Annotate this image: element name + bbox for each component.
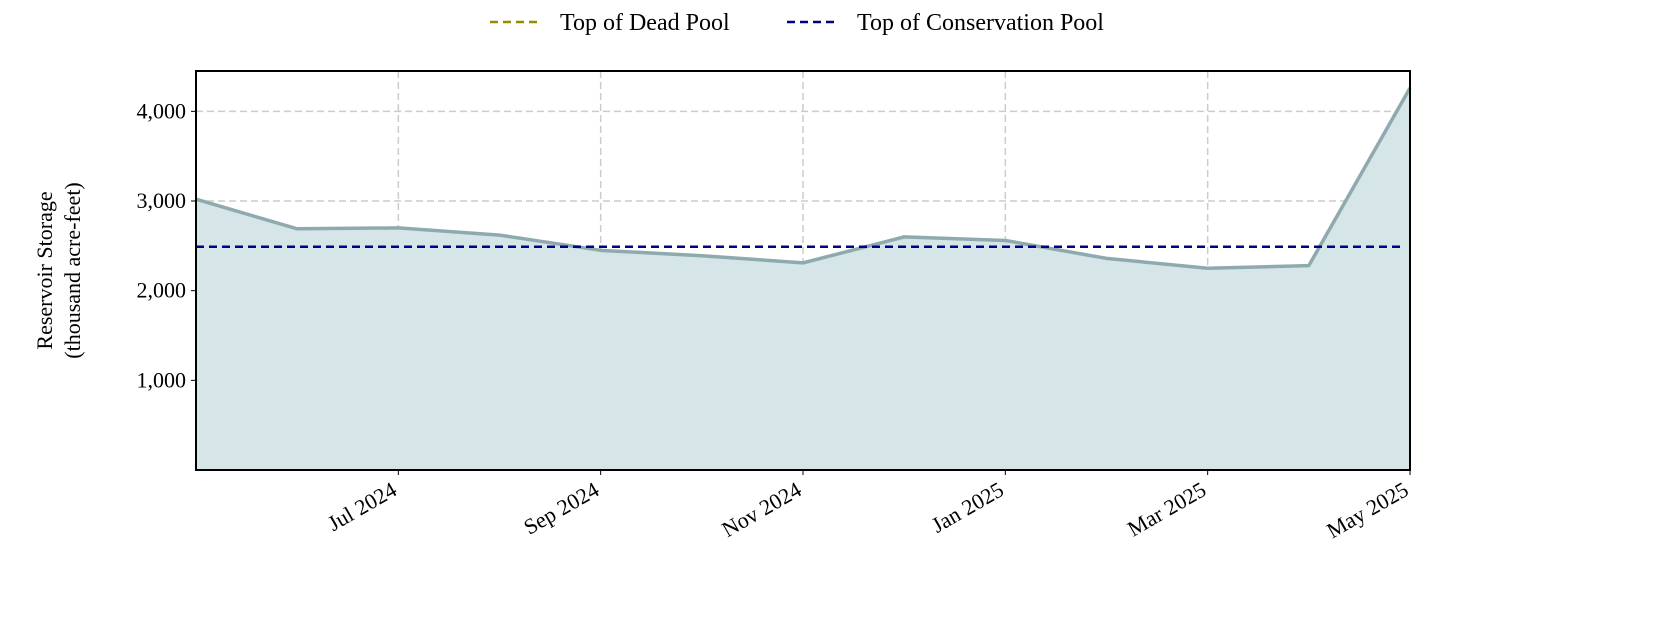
legend-label: Top of Conservation Pool: [857, 10, 1104, 36]
y-axis-label: Reservoir Storage: [32, 191, 57, 349]
plot-frame: [195, 70, 1411, 471]
x-tick-label: May 2025: [1322, 477, 1412, 544]
area-fill: [196, 88, 1410, 471]
y-tick-label: 4,000: [137, 98, 187, 123]
legend-label: Top of Dead Pool: [560, 10, 730, 36]
x-tick-label: Sep 2024: [519, 477, 603, 540]
x-tick-label: Mar 2025: [1123, 477, 1210, 542]
y-tick-label: 1,000: [137, 367, 187, 392]
y-tick-label: 3,000: [137, 188, 187, 213]
x-tick-label: Jan 2025: [927, 477, 1008, 538]
x-tick-label: Nov 2024: [717, 477, 805, 542]
y-axis-label: (thousand acre-feet): [60, 182, 85, 359]
x-tick-label: Jul 2024: [323, 477, 401, 536]
y-tick-label: 2,000: [137, 278, 187, 303]
area-line: [195, 87, 1412, 271]
